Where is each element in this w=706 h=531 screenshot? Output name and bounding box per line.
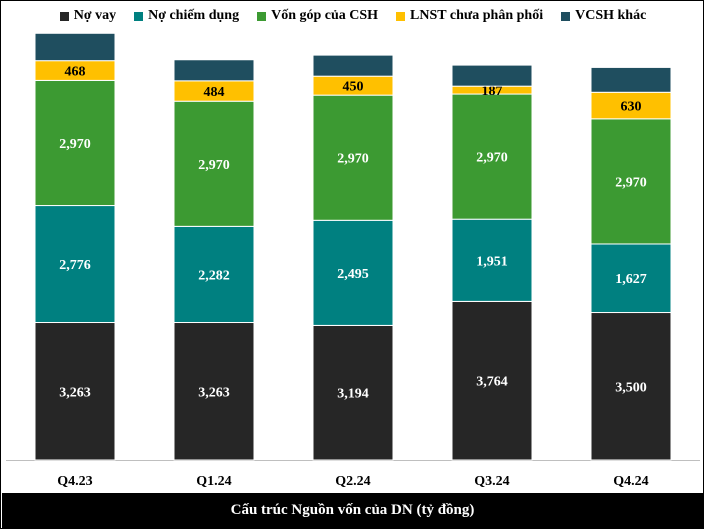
- data-label: 2,970: [337, 152, 369, 167]
- bar-segment: [451, 300, 533, 461]
- data-label: 2,970: [615, 175, 647, 190]
- data-label: 2,970: [198, 158, 230, 173]
- data-label: 2,282: [198, 268, 230, 283]
- bar-segment: [451, 93, 533, 220]
- data-label: 3,263: [198, 385, 230, 400]
- data-label: 3,764: [476, 375, 508, 390]
- data-label: 484: [204, 85, 225, 100]
- bar-segment: [34, 322, 116, 461]
- data-label: 630: [621, 100, 642, 115]
- legend-label: Vốn góp của CSH: [271, 8, 379, 23]
- bar-segment: [312, 94, 394, 221]
- bar-segment: [590, 243, 672, 314]
- legend-swatch: [561, 11, 571, 21]
- data-label: 3,263: [59, 385, 91, 400]
- bar-segment: [34, 79, 116, 207]
- data-label: 1,627: [615, 272, 647, 287]
- legend-label: Nợ chiếm dụng: [148, 8, 240, 23]
- x-tick-label: Q1.24: [196, 474, 231, 489]
- bar-segment: [173, 322, 255, 461]
- bar-segment: [173, 59, 255, 82]
- x-tick-label: Q2.24: [335, 474, 370, 489]
- data-label: 2,970: [476, 151, 508, 166]
- bar-segment: [173, 225, 255, 324]
- data-label: 3,194: [337, 387, 369, 402]
- bar-segment: [312, 54, 394, 77]
- data-label: 2,776: [59, 258, 91, 273]
- chart-caption-bar: Cấu trúc Nguồn vốn của DN (tỷ đồng): [2, 493, 703, 528]
- data-label: 3,500: [615, 380, 647, 395]
- legend-item-lnst: LNST chưa phân phối: [396, 8, 543, 24]
- legend-swatch: [257, 11, 267, 21]
- data-label: 2,970: [59, 137, 91, 152]
- x-tick-label: Q3.24: [474, 474, 509, 489]
- bar-segment: [451, 64, 533, 87]
- bar-segment: [173, 100, 255, 227]
- bar-segment: [590, 66, 672, 93]
- chart-caption: Cấu trúc Nguồn vốn của DN (tỷ đồng): [230, 502, 475, 518]
- bar-segment: [590, 118, 672, 245]
- bar-segment: [451, 218, 533, 302]
- bar-segment: [312, 324, 394, 461]
- data-label: 2,495: [337, 267, 369, 282]
- legend-item-vcsh-khac: VCSH khác: [561, 8, 646, 24]
- bar-segment: [590, 91, 672, 120]
- legend-label: VCSH khác: [575, 8, 647, 23]
- legend-item-no-chiem-dung: Nợ chiếm dụng: [134, 8, 239, 24]
- data-label: 468: [65, 65, 86, 80]
- data-label: 450: [343, 80, 364, 95]
- legend-label: Nợ vay: [73, 8, 117, 23]
- legend-swatch: [134, 11, 144, 21]
- bar-segment: [312, 219, 394, 326]
- x-tick-label: Q4.23: [57, 474, 92, 489]
- bar-segment: [34, 32, 116, 62]
- legend-swatch: [59, 11, 69, 21]
- x-tick-label: Q4.24: [613, 474, 648, 489]
- data-label: 1,951: [476, 254, 508, 269]
- chart-legend: Nợ vay Nợ chiếm dụng Vốn góp của CSH LNS…: [0, 8, 706, 24]
- legend-swatch: [396, 11, 406, 21]
- legend-item-no-vay: Nợ vay: [59, 8, 117, 24]
- data-label: 187: [482, 84, 503, 99]
- legend-item-von-gop: Vốn góp của CSH: [257, 8, 378, 24]
- bar-segment: [34, 205, 116, 324]
- legend-label: LNST chưa phân phối: [410, 8, 544, 23]
